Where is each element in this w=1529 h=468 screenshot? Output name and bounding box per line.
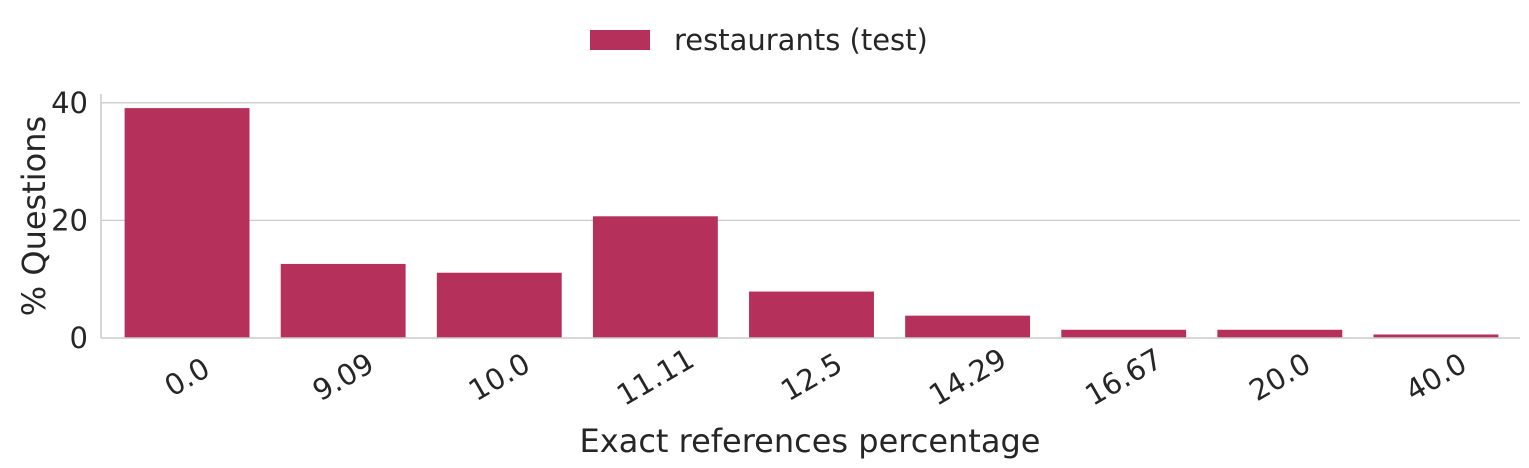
x-tick-labels: 0.0 9.09 10.0 11.11 12.5 14.29 16.67 20.0 40.0 (159, 342, 1473, 413)
bars (124, 108, 1499, 338)
y-tick-label: 0 (70, 321, 88, 355)
legend: restaurants (test) (590, 23, 928, 57)
legend-label: restaurants (test) (674, 23, 928, 57)
y-tick-label: 20 (51, 203, 88, 237)
x-tick-label: 16.67 (1079, 342, 1168, 413)
x-axis-title: Exact references percentage (580, 422, 1041, 460)
bar (436, 272, 562, 338)
x-tick-label: 9.09 (307, 346, 380, 408)
y-tick-labels: 0 20 40 (51, 86, 88, 355)
x-tick-label: 0.0 (159, 351, 216, 404)
y-axis-title: % Questions (15, 116, 53, 316)
bar (124, 108, 250, 338)
bar (905, 315, 1031, 338)
bar (592, 216, 718, 338)
legend-swatch (590, 30, 650, 50)
x-tick-label: 12.5 (775, 346, 848, 408)
bar (1373, 334, 1499, 338)
x-tick-label: 14.29 (923, 342, 1012, 413)
x-tick-label: 20.0 (1243, 346, 1316, 408)
bar (1217, 329, 1343, 338)
x-tick-label: 11.11 (611, 342, 700, 413)
x-tick-label: 10.0 (463, 346, 536, 408)
x-tick-label: 40.0 (1399, 346, 1472, 408)
bar (749, 291, 874, 338)
bar (280, 263, 406, 338)
y-tick-label: 40 (51, 86, 88, 120)
bar (1061, 329, 1187, 338)
grid-lines (101, 102, 1520, 222)
